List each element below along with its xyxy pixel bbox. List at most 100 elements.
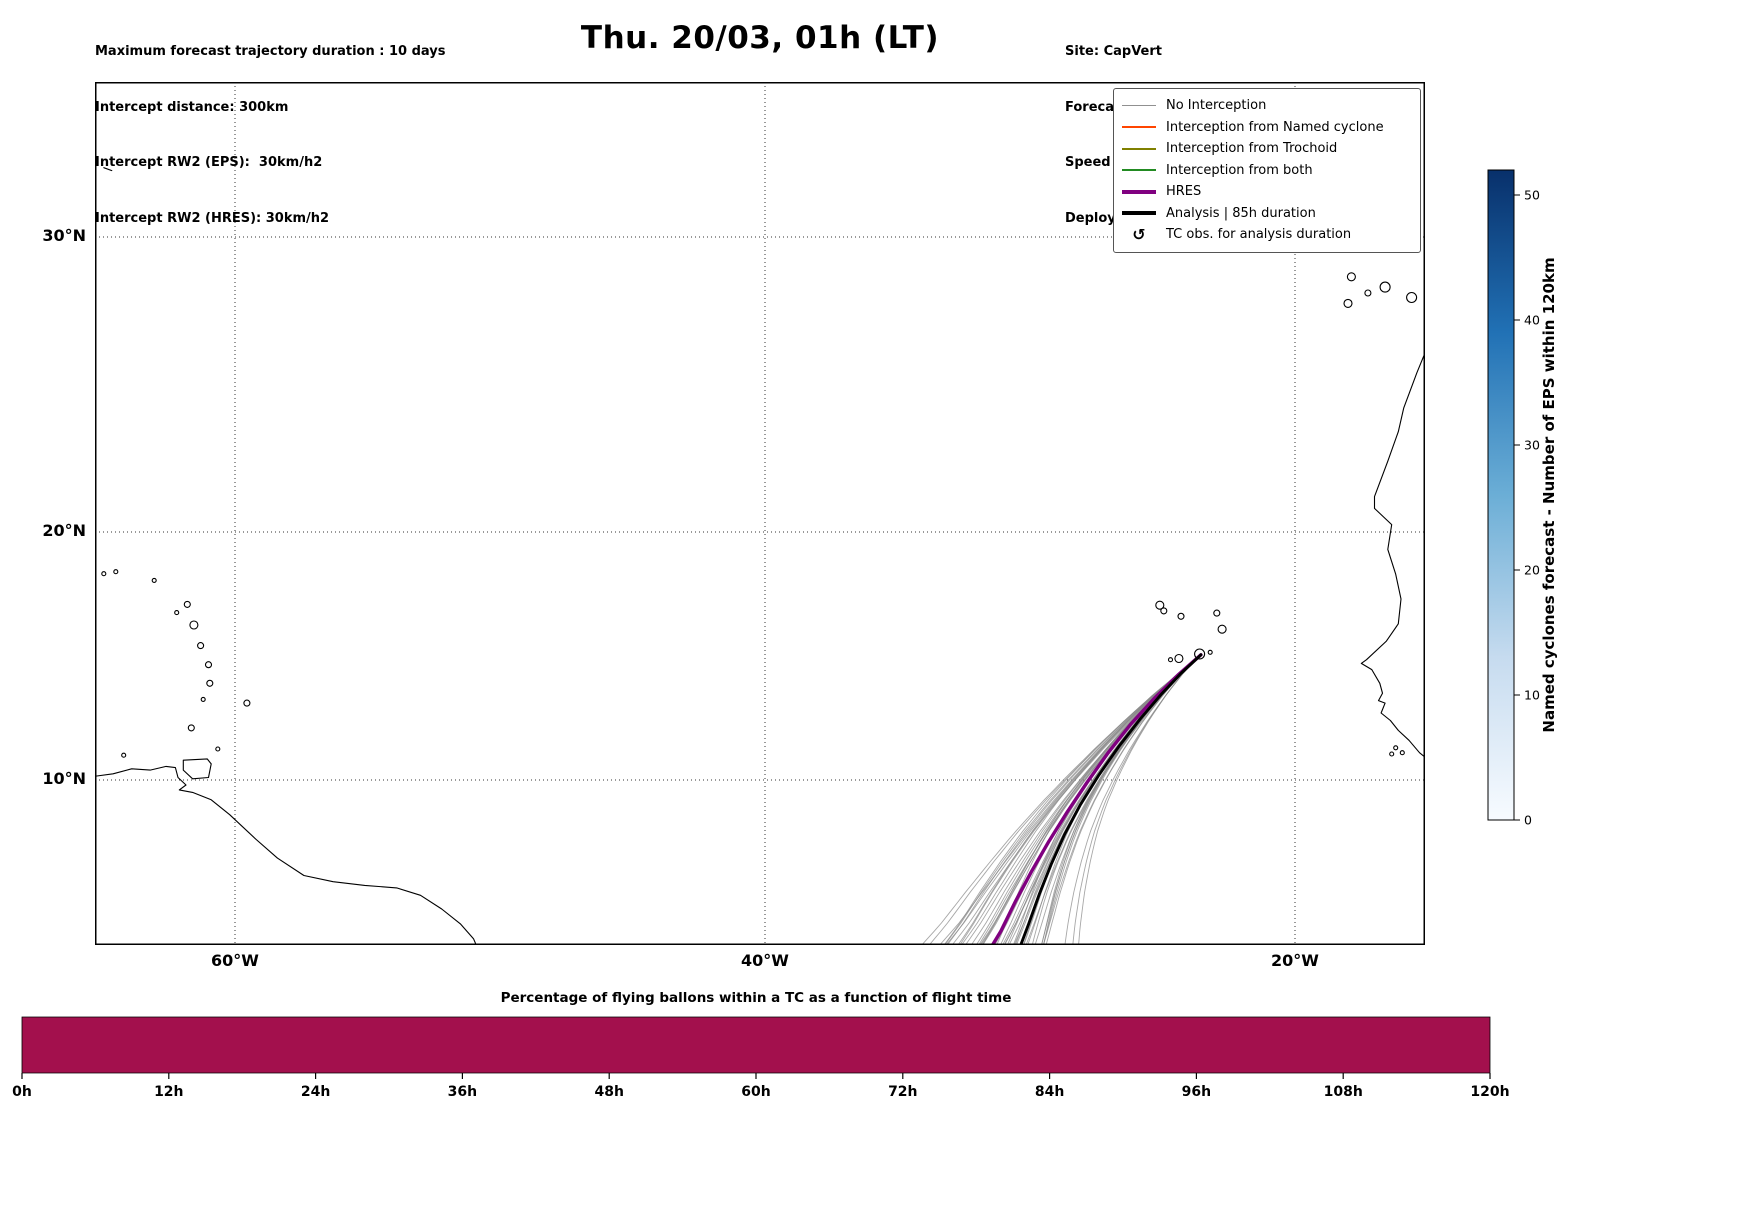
island [206, 679, 214, 687]
analysis-trajectory [1019, 653, 1203, 945]
colorbar-tick-label: 20 [1524, 563, 1540, 578]
lat-tick-label: 20°N [42, 521, 86, 540]
percentage-area [21, 1016, 1491, 1074]
island [1177, 612, 1185, 620]
island [1379, 281, 1391, 293]
legend-item: Analysis | 85h duration [1122, 203, 1412, 225]
legend-line-sample [1122, 189, 1156, 194]
colorbar-gradient [1487, 169, 1515, 821]
lon-tick-label: 60°W [211, 951, 259, 970]
colorbar: 0 10 20 30 40 50 Named cyclones forecast - Num… [1487, 169, 1558, 828]
ensemble-member-trajectory [1013, 654, 1202, 945]
colorbar-tick-label: 30 [1524, 438, 1540, 453]
legend-item: Interception from Trochoid [1122, 138, 1412, 160]
africa-coastline [1360, 351, 1425, 758]
island [1346, 272, 1356, 282]
time-tick-label: 48h [594, 1084, 623, 1100]
legend-item: No Interception [1122, 95, 1412, 117]
legend-item: Interception from both [1122, 160, 1412, 182]
ensemble-member-trajectory [1023, 654, 1202, 945]
island [204, 661, 213, 669]
param-intercept-distance: Intercept distance: 300km [95, 99, 289, 115]
ensemble-member-trajectory [1045, 654, 1202, 945]
param-intercept-rw2-eps: Intercept RW2 (EPS): 30km/h2 [95, 155, 323, 170]
legend-item-label: Interception from Trochoid [1166, 141, 1338, 157]
ensemble-member-trajectory [944, 654, 1202, 945]
island [200, 696, 206, 702]
map-legend: No Interception Interception from Named c… [1113, 88, 1421, 253]
ensemble-member-trajectory [1078, 654, 1202, 945]
island [1406, 291, 1418, 304]
time-tick-label: 12h [154, 1084, 183, 1100]
legend-item-label: Interception from Named cyclone [1166, 119, 1384, 135]
run-parameters: Maximum forecast trajectory duration : 1… [95, 6, 446, 265]
colorbar-tick-label: 50 [1524, 188, 1540, 203]
island [243, 699, 251, 707]
time-tick-label: 72h [888, 1084, 917, 1100]
map-border [95, 82, 1425, 945]
colorbar-label: Named cyclones forecast - Number of EPS … [1540, 257, 1558, 732]
island [1389, 751, 1395, 757]
param-intercept-rw2-hres: Intercept RW2 (HRES): 30km/h2 [95, 210, 330, 226]
time-tick-label: 96h [1182, 1084, 1211, 1100]
legend-item-label: HRES [1166, 184, 1202, 200]
island [1364, 289, 1372, 297]
legend-line-sample [1122, 105, 1156, 107]
island [1213, 609, 1221, 617]
island [189, 620, 199, 630]
island [121, 752, 127, 758]
island [1167, 657, 1174, 663]
time-tick-label: 36h [448, 1084, 477, 1100]
param-max-duration: Maximum forecast trajectory duration : 1… [95, 44, 446, 59]
percentage-chart: 0h 12h 24h 36h 48h 60h 72h 84h 96h 108h 120h [12, 1016, 1510, 1100]
legend-line-sample [1122, 126, 1156, 129]
legend-line-sample [1122, 211, 1156, 216]
island [183, 600, 191, 608]
colorbar-tick-label: 0 [1524, 813, 1532, 828]
ensemble-member-trajectory [943, 654, 1202, 945]
island [113, 569, 119, 575]
hres-trajectory [990, 653, 1203, 945]
island [1207, 649, 1213, 655]
south-america-coastline [95, 765, 477, 945]
lon-tick-label: 40°W [741, 951, 789, 970]
island [1217, 624, 1227, 634]
time-tick-label: 60h [741, 1084, 770, 1100]
lon-tick-label: 20°W [1271, 951, 1319, 970]
tc-obs-icon: ↺ [1132, 224, 1146, 244]
legend-item: ↺ TC obs. for analysis duration [1122, 224, 1412, 246]
legend-item-label: Analysis | 85h duration [1166, 205, 1316, 221]
time-tick-label: 108h [1324, 1084, 1363, 1100]
island [187, 724, 195, 732]
island [1155, 600, 1165, 610]
island [1194, 648, 1206, 660]
percentage-chart-title: Percentage of flying ballons within a TC… [500, 990, 1012, 1006]
island [174, 610, 180, 616]
island [1343, 298, 1353, 308]
time-tick-label: 84h [1035, 1084, 1064, 1100]
island [1160, 607, 1168, 615]
island [1174, 653, 1184, 664]
time-tick-label: 120h [1470, 1084, 1509, 1100]
island [1399, 750, 1405, 756]
legend-item: Interception from Named cyclone [1122, 117, 1412, 139]
page-title: Thu. 20/03, 01h (LT) [580, 20, 940, 56]
trajectory-map [95, 82, 1425, 945]
legend-line-sample [1122, 169, 1156, 172]
island [101, 571, 107, 577]
lat-tick-label: 10°N [42, 769, 86, 788]
colorbar-tick-label: 40 [1524, 313, 1540, 328]
ensemble-member-trajectory [939, 654, 1202, 945]
legend-item-label: Interception from both [1166, 162, 1313, 178]
island [151, 577, 157, 583]
island [215, 746, 221, 752]
legend-item: HRES [1122, 181, 1412, 203]
legend-item-label: TC obs. for analysis duration [1166, 227, 1352, 243]
lat-tick-label: 30°N [42, 226, 86, 245]
ensemble-member-trajectory [1002, 654, 1202, 945]
legend-line-sample [1122, 147, 1156, 150]
island [1393, 745, 1399, 751]
island [197, 642, 205, 650]
legend-item-label: No Interception [1166, 98, 1267, 114]
